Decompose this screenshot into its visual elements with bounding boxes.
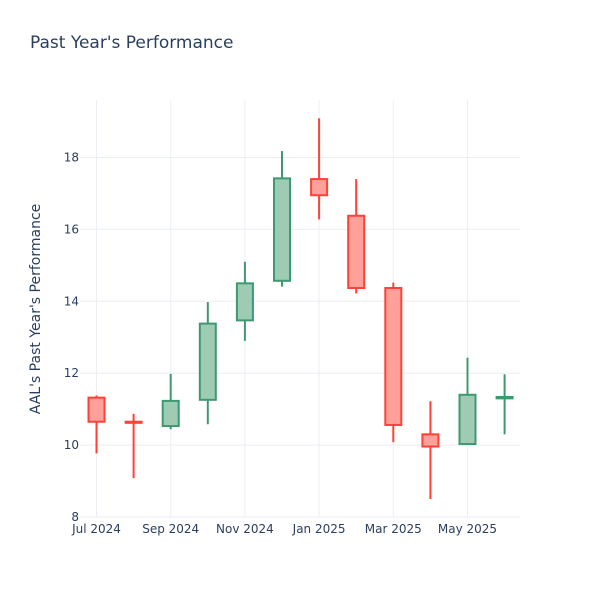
y-tick-label: 8 (71, 510, 79, 524)
candle-body (310, 178, 329, 197)
candle-increasing (161, 373, 180, 430)
x-tick-label: Jul 2024 (71, 522, 121, 536)
x-tick-label: Mar 2025 (365, 522, 422, 536)
candle-body (384, 287, 403, 426)
x-tick-label: May 2025 (438, 522, 497, 536)
candle-increasing (235, 261, 254, 341)
tick-layer: 8 10 12 14 16 18 Jul 2024 Sep 2024 Nov 2024 Jan 2… (64, 151, 497, 536)
y-tick-label: 18 (64, 151, 79, 165)
y-tick-label: 12 (64, 366, 79, 380)
candle-decreasing (310, 118, 329, 220)
x-tick-label: Nov 2024 (216, 522, 274, 536)
candle-body (161, 399, 180, 428)
y-tick-label: 14 (64, 294, 79, 308)
candle-body (458, 393, 477, 446)
x-tick-label: Sep 2024 (142, 522, 199, 536)
y-tick-label: 16 (64, 222, 79, 236)
y-tick-label: 10 (64, 438, 79, 452)
candle-decreasing (384, 282, 403, 443)
candle-decreasing (124, 413, 143, 479)
candle-decreasing (421, 401, 440, 500)
grid-layer (80, 100, 520, 518)
candle-body (421, 433, 440, 448)
chart-title: Past Year's Performance (30, 33, 234, 53)
candle-increasing (273, 151, 291, 287)
candle-body (347, 214, 366, 290)
candle-increasing (198, 302, 217, 425)
candle-body (198, 322, 217, 401)
candle-layer (87, 118, 514, 500)
y-axis-title: AAL's Past Year's Performance (28, 204, 44, 415)
candle-body (124, 420, 143, 424)
candle-body (495, 395, 514, 400)
candle-body (235, 282, 254, 322)
candle-increasing (495, 374, 514, 435)
candle-decreasing (347, 179, 366, 294)
candle-decreasing (87, 395, 106, 454)
x-tick-label: Jan 2025 (292, 522, 346, 536)
candle-increasing (458, 357, 477, 446)
candle-body (273, 177, 291, 282)
candle-body (87, 396, 106, 423)
